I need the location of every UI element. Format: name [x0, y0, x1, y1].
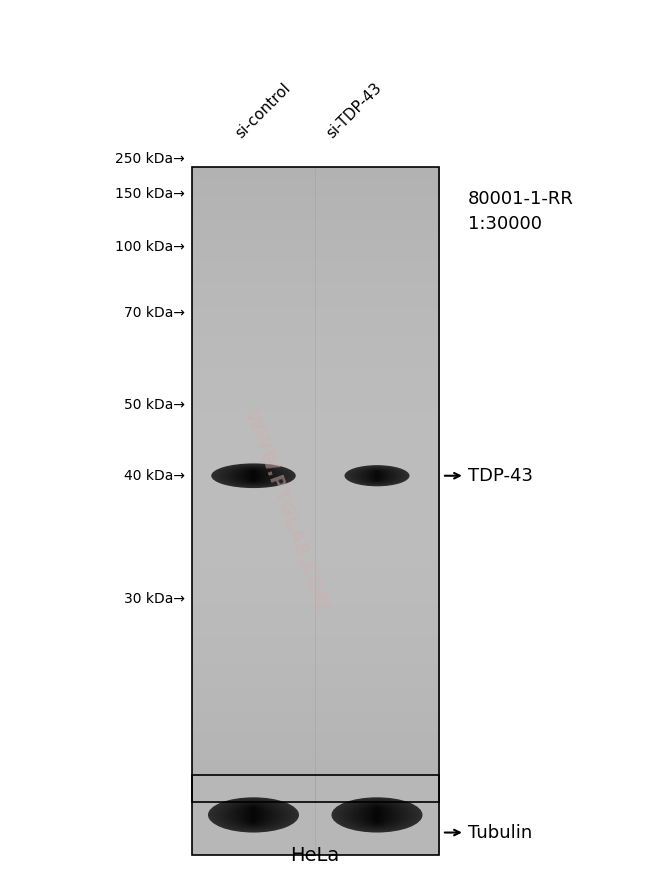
Ellipse shape: [239, 804, 268, 825]
Bar: [192, 775, 439, 855]
Ellipse shape: [369, 806, 385, 824]
Text: 70 kDa→: 70 kDa→: [124, 306, 185, 320]
Ellipse shape: [223, 801, 284, 829]
Bar: [192, 167, 439, 802]
Ellipse shape: [250, 807, 257, 823]
Ellipse shape: [346, 801, 408, 829]
Ellipse shape: [369, 470, 385, 482]
Text: 150 kDa→: 150 kDa→: [115, 187, 185, 201]
Ellipse shape: [350, 802, 404, 828]
Ellipse shape: [216, 799, 291, 831]
Ellipse shape: [344, 465, 410, 486]
Ellipse shape: [374, 471, 380, 480]
Ellipse shape: [358, 468, 396, 484]
Ellipse shape: [246, 806, 261, 824]
Text: 50 kDa→: 50 kDa→: [124, 398, 185, 412]
Ellipse shape: [366, 470, 388, 482]
Ellipse shape: [242, 805, 265, 825]
Text: 80001-1-RR
1:30000: 80001-1-RR 1:30000: [468, 190, 574, 233]
Ellipse shape: [233, 467, 274, 485]
Text: HeLa: HeLa: [290, 846, 339, 865]
Ellipse shape: [220, 800, 287, 830]
Ellipse shape: [246, 470, 261, 482]
Ellipse shape: [361, 469, 393, 483]
Ellipse shape: [354, 803, 400, 827]
Ellipse shape: [372, 470, 382, 481]
Ellipse shape: [356, 467, 398, 485]
Ellipse shape: [227, 802, 280, 828]
Ellipse shape: [347, 466, 407, 485]
Ellipse shape: [239, 469, 268, 483]
Ellipse shape: [231, 803, 276, 827]
Ellipse shape: [362, 804, 392, 825]
Ellipse shape: [366, 805, 389, 825]
Text: TDP-43: TDP-43: [468, 467, 533, 485]
Ellipse shape: [218, 464, 289, 487]
Ellipse shape: [250, 470, 257, 481]
Ellipse shape: [211, 463, 296, 488]
Ellipse shape: [363, 469, 391, 483]
Ellipse shape: [235, 803, 272, 826]
Ellipse shape: [343, 800, 411, 830]
Ellipse shape: [350, 466, 404, 485]
Ellipse shape: [208, 797, 299, 833]
Text: si-control: si-control: [233, 80, 294, 141]
Ellipse shape: [229, 467, 278, 485]
Text: 250 kDa→: 250 kDa→: [116, 152, 185, 166]
Text: 40 kDa→: 40 kDa→: [124, 469, 185, 483]
Ellipse shape: [243, 469, 264, 483]
Ellipse shape: [353, 467, 402, 485]
Ellipse shape: [222, 465, 285, 486]
Text: 30 kDa→: 30 kDa→: [124, 592, 185, 606]
Ellipse shape: [214, 464, 292, 487]
Ellipse shape: [332, 797, 422, 833]
Ellipse shape: [339, 799, 415, 831]
Text: 100 kDa→: 100 kDa→: [115, 240, 185, 254]
Ellipse shape: [212, 798, 295, 832]
Text: WWW.PTGLAB.COM: WWW.PTGLAB.COM: [240, 407, 332, 615]
Ellipse shape: [226, 466, 281, 485]
Ellipse shape: [335, 798, 419, 832]
Ellipse shape: [373, 807, 381, 823]
Text: Tubulin: Tubulin: [468, 824, 532, 841]
Ellipse shape: [358, 803, 396, 826]
Ellipse shape: [236, 468, 271, 484]
Text: si-TDP-43: si-TDP-43: [324, 80, 385, 141]
